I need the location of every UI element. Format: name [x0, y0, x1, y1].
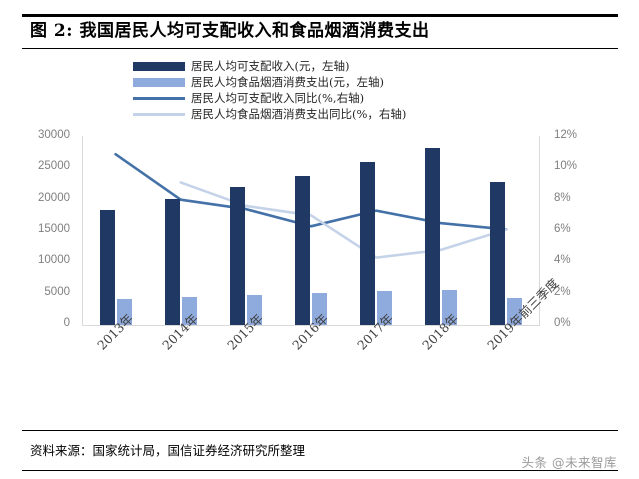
legend-label-income-yoy-line: 居民人均可支配收入同比(%,右轴) — [191, 91, 365, 105]
legend-swatch-food-bar — [133, 74, 185, 90]
y-tick-right: 6% — [554, 223, 571, 235]
bar-food — [181, 296, 197, 325]
y-tick-right: 4% — [554, 254, 571, 267]
y-tick-right: 2% — [554, 285, 571, 298]
legend-item-income-bar: 居民人均可支配收入(元，左轴) — [133, 58, 533, 74]
bar-food — [116, 299, 132, 325]
legend-label-food-yoy-line: 居民人均食品烟酒消费支出同比(%，右轴) — [191, 107, 407, 121]
bar-income — [295, 175, 310, 325]
y-tick-left: 20000 — [38, 191, 70, 204]
legend-label-food-bar: 居民人均食品烟酒消费支出(元，左轴) — [191, 75, 384, 89]
bar-income — [490, 181, 506, 325]
y-tick-right: 0% — [554, 317, 571, 329]
legend-swatch-income-bar — [133, 58, 185, 74]
bar-income — [229, 187, 245, 325]
legend-label-income-bar: 居民人均可支配收入(元，左轴) — [191, 59, 350, 73]
y-tick-left: 15000 — [38, 223, 70, 235]
bar-food — [312, 292, 327, 325]
y-tick-right: 12% — [554, 129, 578, 141]
legend-item-food-yoy-line: 居民人均食品烟酒消费支出同比(%，右轴) — [133, 106, 533, 122]
chart-legend: 居民人均可支配收入(元，左轴) 居民人均食品烟酒消费支出(元，左轴) 居民人均可… — [133, 58, 533, 122]
bar-food — [377, 291, 393, 325]
bar-income — [164, 198, 180, 325]
bar-income — [360, 162, 376, 325]
legend-item-food-bar: 居民人均食品烟酒消费支出(元，左轴) — [133, 74, 533, 90]
title-rule-top — [22, 14, 618, 17]
bar-income — [425, 148, 441, 325]
bar-food — [507, 297, 523, 325]
line-income-yoy — [114, 152, 508, 231]
y-tick-left: 25000 — [38, 160, 70, 173]
x-axis-labels: 2013年 2014年 2015年 2016年 2017年 2018年 2019年前三季度 — [0, 275, 639, 436]
legend-swatch-food-yoy-line — [133, 106, 185, 122]
watermark: 头条 @未来智库 — [521, 455, 617, 470]
y-axis-left: 0 5000 10000 15000 20000 25000 30000 — [0, 0, 76, 479]
source-note: 资料来源：国家统计局，国信证券经济研究所整理 — [30, 443, 306, 458]
y-axis-right: 0% 2% 4% 6% 8% 10% 12% — [546, 0, 616, 479]
bar-food — [442, 289, 458, 325]
plot-area — [83, 137, 539, 325]
y-tick-right: 8% — [554, 191, 571, 204]
footer-rule-bottom — [22, 470, 618, 471]
y-tick-left: 0 — [63, 317, 70, 329]
plot-left-spine — [82, 136, 83, 326]
y-tick-right: 10% — [554, 160, 578, 173]
legend-item-income-yoy-line: 居民人均可支配收入同比(%,右轴) — [133, 90, 533, 106]
bar-food — [246, 294, 262, 325]
y-tick-left: 30000 — [38, 129, 70, 141]
page-title: 图 2: 我国居民人均可支配收入和食品烟酒消费支出 — [30, 21, 430, 41]
plot-baseline — [82, 325, 540, 326]
legend-swatch-income-yoy-line — [133, 90, 185, 106]
y-tick-left: 5000 — [44, 285, 70, 298]
y-tick-left: 10000 — [38, 254, 70, 267]
title-rule-bottom — [22, 48, 618, 49]
line-series-layer — [114, 152, 508, 259]
plot-right-spine — [539, 136, 540, 326]
bar-income — [99, 210, 115, 325]
footer-rule-top — [22, 430, 618, 431]
